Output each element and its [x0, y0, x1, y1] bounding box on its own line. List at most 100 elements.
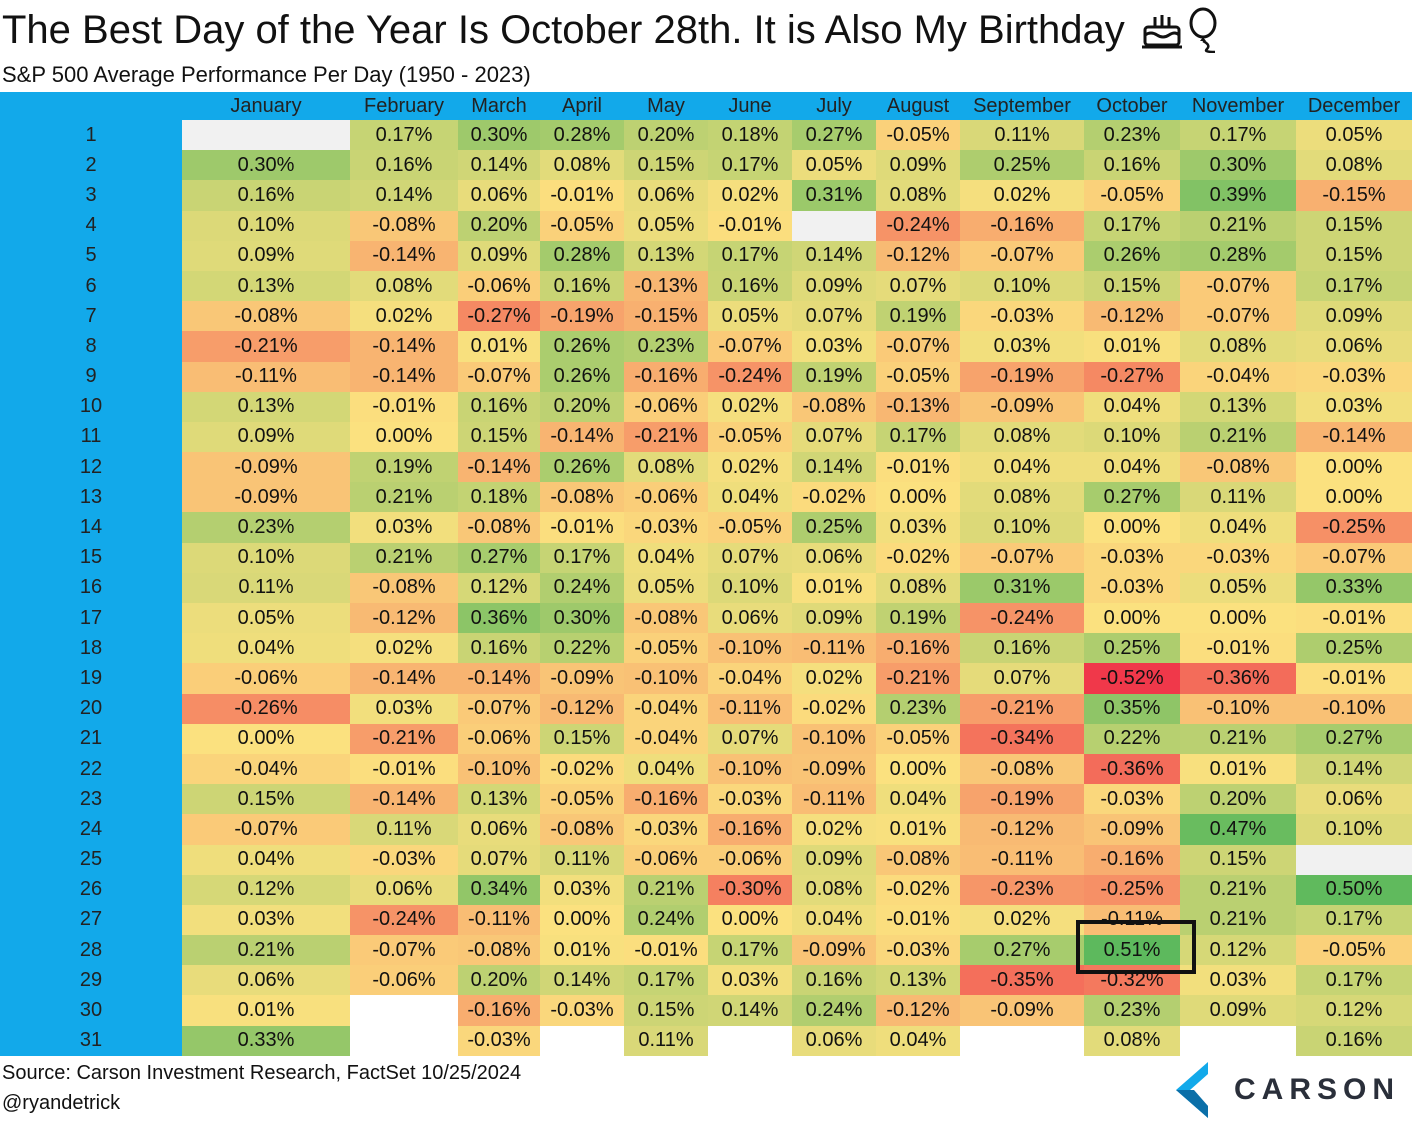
heatmap-cell: 0.17% — [708, 150, 792, 181]
heatmap-cell: 0.10% — [182, 542, 350, 573]
heatmap-cell: 0.00% — [1084, 603, 1180, 634]
heatmap-cell: -0.21% — [182, 331, 350, 362]
heatmap-cell: 0.16% — [350, 150, 458, 181]
heatmap-cell: -0.11% — [792, 633, 876, 664]
heatmap-cell: 0.18% — [708, 120, 792, 151]
heatmap-cell: -0.10% — [1296, 693, 1412, 724]
heatmap-cell: 0.04% — [182, 844, 350, 875]
column-header-august: August — [876, 92, 960, 120]
heatmap-cell: 0.23% — [876, 693, 960, 724]
row-label-day-30: 30 — [0, 995, 182, 1026]
heatmap-cell: -0.06% — [458, 270, 540, 302]
heatmap-cell: -0.36% — [1084, 753, 1180, 785]
heatmap-cell: 0.08% — [792, 874, 876, 905]
heatmap-cell: -0.24% — [960, 603, 1084, 634]
heatmap-cell: -0.11% — [792, 784, 876, 815]
heatmap-cell: -0.08% — [182, 301, 350, 332]
heatmap-cell: 0.03% — [876, 512, 960, 543]
heatmap-cell: 0.23% — [182, 512, 350, 543]
table-row: 8 -0.21% -0.14% 0.01% 0.26% 0.23% -0.07% 0.03% -… — [0, 331, 1412, 362]
heatmap-cell: 0.36% — [458, 603, 540, 634]
heatmap-cell: -0.19% — [960, 361, 1084, 392]
heatmap-cell: 0.01% — [876, 814, 960, 845]
header-corner — [0, 92, 182, 120]
row-label-day-31: 31 — [0, 1025, 182, 1056]
heatmap-cell: 0.00% — [1296, 482, 1412, 513]
heatmap-cell: 0.30% — [540, 603, 624, 634]
heatmap-cell: 0.03% — [792, 331, 876, 362]
heatmap-cell: 0.08% — [1180, 331, 1296, 362]
heatmap-cell: 0.16% — [1296, 1025, 1412, 1056]
heatmap-cell: 0.24% — [624, 904, 708, 936]
heatmap-cell: 0.26% — [540, 361, 624, 392]
heatmap-cell: 0.09% — [458, 240, 540, 271]
heatmap-cell: 0.00% — [1180, 603, 1296, 634]
heatmap-cell: -0.14% — [350, 663, 458, 694]
heatmap-cell: -0.01% — [708, 210, 792, 241]
row-label-day-23: 23 — [0, 784, 182, 815]
heatmap-cell: -0.03% — [458, 1025, 540, 1056]
heatmap-cell: 0.50% — [1296, 874, 1412, 905]
heatmap-cell: 0.19% — [350, 452, 458, 483]
heatmap-cell: 0.17% — [1296, 270, 1412, 302]
heatmap-cell: 0.22% — [1084, 723, 1180, 754]
heatmap-cell: 0.07% — [792, 421, 876, 453]
row-label-day-9: 9 — [0, 361, 182, 392]
heatmap-cell: -0.12% — [1084, 301, 1180, 332]
heatmap-cell: 0.25% — [1296, 633, 1412, 664]
heatmap-cell: 0.10% — [960, 270, 1084, 302]
heatmap-cell: 0.00% — [876, 482, 960, 513]
heatmap-cell: 0.12% — [1180, 935, 1296, 966]
heatmap-cell: 0.14% — [350, 180, 458, 211]
heatmap-cell: 0.08% — [960, 421, 1084, 453]
heatmap-cell: -0.03% — [350, 844, 458, 875]
heatmap-cell: 0.16% — [792, 965, 876, 996]
heatmap-cell: 0.02% — [350, 301, 458, 332]
heatmap-cell: 0.00% — [540, 904, 624, 936]
heatmap-cell: 0.04% — [1180, 512, 1296, 543]
table-row: 4 0.10% -0.08% 0.20% -0.05% 0.05% -0.01% -0.24%… — [0, 210, 1412, 241]
heatmap-cell: 0.08% — [876, 572, 960, 603]
heatmap-cell: 0.05% — [1296, 120, 1412, 151]
heatmap-cell: 0.01% — [458, 331, 540, 362]
row-label-day-25: 25 — [0, 844, 182, 875]
heatmap-cell: 0.08% — [624, 452, 708, 483]
heatmap-cell: 0.21% — [350, 542, 458, 573]
heatmap-cell: 0.27% — [792, 120, 876, 151]
heatmap-cell: -0.03% — [960, 301, 1084, 332]
heatmap-cell: 0.04% — [624, 542, 708, 573]
table-row: 19 -0.06% -0.14% -0.14% -0.09% -0.10% -0.04% 0.… — [0, 663, 1412, 694]
heatmap-cell: 0.11% — [960, 120, 1084, 151]
heatmap-cell: -0.05% — [540, 784, 624, 815]
row-label-day-13: 13 — [0, 482, 182, 513]
row-label-day-20: 20 — [0, 693, 182, 724]
table-row: 9 -0.11% -0.14% -0.07% 0.26% -0.16% -0.24% 0.19… — [0, 361, 1412, 392]
heatmap-cell: -0.52% — [1084, 663, 1180, 694]
birthday-cake-icon — [1141, 15, 1182, 49]
heatmap-cell: -0.14% — [458, 663, 540, 694]
heatmap-cell: -0.08% — [540, 814, 624, 845]
heatmap-cell: -0.07% — [708, 331, 792, 362]
heatmap-cell: 0.23% — [1084, 995, 1180, 1026]
heatmap-cell: -0.02% — [540, 753, 624, 785]
heatmap-cell: -0.04% — [182, 753, 350, 785]
heatmap-cell: 0.10% — [1296, 814, 1412, 845]
header-row: January February March April May June July Augu… — [0, 92, 1412, 120]
row-label-day-22: 22 — [0, 753, 182, 785]
heatmap-cell: -0.08% — [876, 844, 960, 875]
heatmap-cell: 0.19% — [876, 603, 960, 634]
heatmap-cell: -0.32% — [1084, 965, 1180, 996]
column-header-march: March — [458, 92, 540, 120]
heatmap-cell: -0.10% — [624, 663, 708, 694]
heatmap-cell: 0.08% — [350, 270, 458, 302]
heatmap-cell: -0.08% — [458, 512, 540, 543]
column-header-november: November — [1180, 92, 1296, 120]
heatmap-cell: 0.15% — [624, 995, 708, 1026]
table-row: 27 0.03% -0.24% -0.11% 0.00% 0.24% 0.00% 0.04% -… — [0, 904, 1412, 936]
heatmap-cell: -0.05% — [1296, 935, 1412, 966]
heatmap-cell: 0.05% — [708, 301, 792, 332]
heatmap-cell: 0.25% — [792, 512, 876, 543]
heatmap-table: January February March April May June July Augu… — [0, 92, 1412, 1056]
heatmap-cell: -0.14% — [350, 784, 458, 815]
heatmap-cell: -0.07% — [350, 935, 458, 966]
